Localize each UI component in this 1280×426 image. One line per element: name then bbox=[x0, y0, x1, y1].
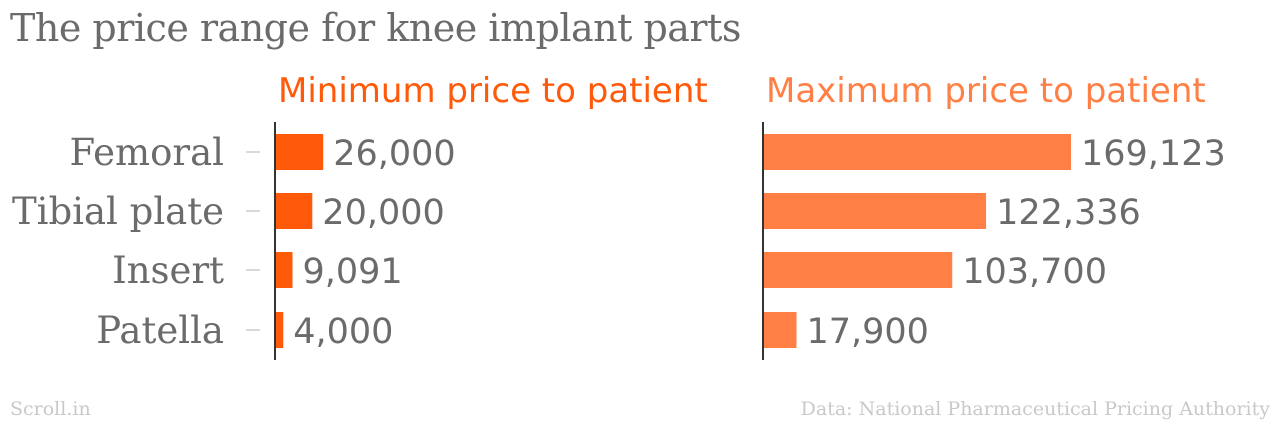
category-label-tibial-plate: Tibial plate bbox=[12, 190, 224, 233]
category-label-patella: Patella bbox=[96, 309, 224, 352]
bar-min-femoral bbox=[276, 134, 324, 170]
value-label-max-patella: 17,900 bbox=[806, 312, 928, 352]
bar-max-insert bbox=[764, 252, 953, 288]
bar-min-tibial-plate bbox=[276, 193, 313, 229]
value-label-max-tibial-plate: 122,336 bbox=[996, 193, 1141, 233]
category-label-insert: Insert bbox=[112, 249, 224, 292]
value-label-min-femoral: 26,000 bbox=[333, 134, 455, 174]
bar-max-patella bbox=[764, 312, 797, 348]
bar-max-tibial-plate bbox=[764, 193, 987, 229]
data-credit: Data: National Pharmaceutical Pricing Au… bbox=[800, 398, 1270, 420]
category-label-femoral: Femoral bbox=[70, 131, 225, 174]
value-label-min-tibial-plate: 20,000 bbox=[322, 193, 444, 233]
value-label-max-femoral: 169,123 bbox=[1081, 134, 1226, 174]
source-brand: Scroll.in bbox=[10, 398, 91, 420]
value-label-max-insert: 103,700 bbox=[962, 252, 1107, 292]
value-label-min-patella: 4,000 bbox=[293, 312, 393, 352]
bar-min-insert bbox=[276, 252, 293, 288]
series-title-maximum-price-to-patient: Maximum price to patient bbox=[766, 71, 1206, 111]
bar-min-patella bbox=[276, 312, 284, 348]
series-title-minimum-price-to-patient: Minimum price to patient bbox=[278, 71, 708, 111]
bar-max-femoral bbox=[764, 134, 1071, 170]
chart-title: The price range for knee implant parts bbox=[10, 6, 741, 50]
value-label-min-insert: 9,091 bbox=[303, 252, 403, 292]
